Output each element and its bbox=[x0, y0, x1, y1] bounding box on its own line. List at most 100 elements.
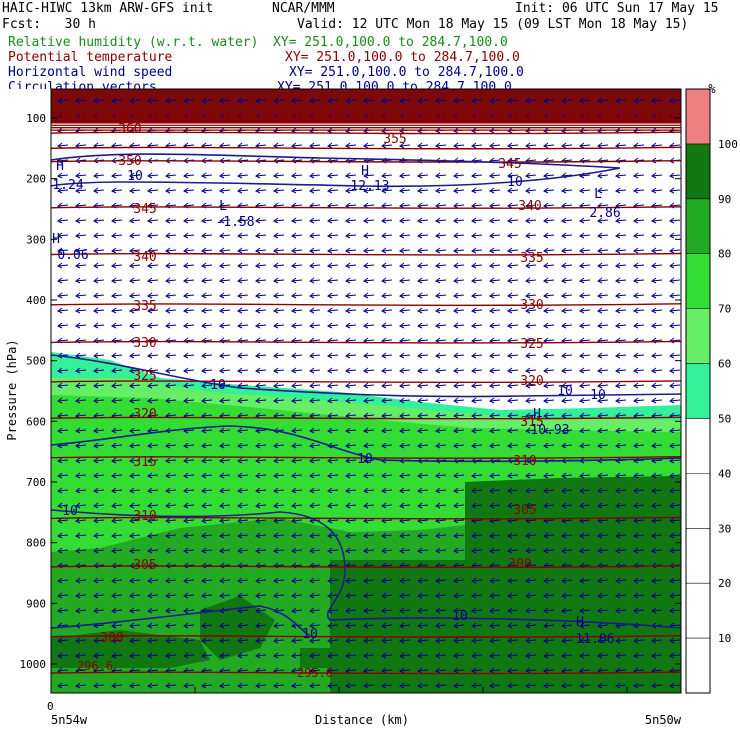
vector-shaft bbox=[219, 174, 231, 177]
wind-vector bbox=[255, 427, 267, 434]
vector-shaft bbox=[327, 294, 339, 297]
vector-head bbox=[471, 382, 477, 389]
wind-vector bbox=[471, 412, 483, 419]
wind-vector bbox=[417, 307, 429, 314]
vector-head bbox=[165, 322, 171, 329]
wind-vector bbox=[543, 97, 555, 104]
vector-head bbox=[417, 127, 423, 134]
colorbar-label: 100 bbox=[718, 138, 738, 151]
wind-vector bbox=[273, 217, 285, 224]
vector-shaft bbox=[525, 99, 537, 102]
vector-head bbox=[183, 472, 189, 479]
vector-shaft bbox=[669, 489, 681, 492]
wind-vector bbox=[219, 397, 231, 404]
vector-shaft bbox=[633, 324, 645, 327]
wind-vector bbox=[165, 292, 177, 299]
extremum-value: 12.13 bbox=[350, 179, 389, 194]
vector-head bbox=[417, 292, 423, 299]
wind-vector bbox=[399, 307, 411, 314]
wind-vector bbox=[165, 247, 177, 254]
wind-vector bbox=[669, 187, 681, 194]
vector-shaft bbox=[435, 204, 447, 207]
wind-vector bbox=[507, 487, 519, 494]
vector-head bbox=[345, 382, 351, 389]
vector-shaft bbox=[417, 489, 429, 492]
vector-shaft bbox=[615, 489, 627, 492]
vector-shaft bbox=[363, 174, 375, 177]
vector-head bbox=[507, 97, 513, 104]
vector-shaft bbox=[615, 99, 627, 102]
vector-shaft bbox=[183, 474, 195, 477]
wind-vector bbox=[327, 292, 339, 299]
vector-head bbox=[507, 277, 513, 284]
wind-label: 10 bbox=[210, 378, 226, 393]
vector-shaft bbox=[201, 294, 213, 297]
vector-head bbox=[129, 352, 135, 359]
vector-shaft bbox=[327, 489, 339, 492]
vector-head bbox=[219, 322, 225, 329]
vector-shaft bbox=[381, 174, 393, 177]
wind-vector bbox=[237, 262, 249, 269]
wind-vector bbox=[381, 217, 393, 224]
vector-shaft bbox=[651, 384, 663, 387]
vector-head bbox=[75, 382, 81, 389]
vector-shaft bbox=[633, 429, 645, 432]
wind-vector bbox=[291, 412, 303, 419]
wind-vector bbox=[489, 97, 501, 104]
theta-label: 310 bbox=[133, 509, 156, 524]
vector-head bbox=[561, 292, 567, 299]
wind-vector bbox=[489, 277, 501, 284]
vector-head bbox=[327, 397, 333, 404]
vector-head bbox=[111, 517, 117, 524]
vector-shaft bbox=[57, 444, 69, 447]
vector-head bbox=[435, 247, 441, 254]
vector-shaft bbox=[57, 324, 69, 327]
wind-vector bbox=[597, 262, 609, 269]
wind-vector bbox=[435, 202, 447, 209]
vector-head bbox=[453, 352, 459, 359]
vector-shaft bbox=[219, 204, 231, 207]
vector-shaft bbox=[165, 189, 177, 192]
vector-head bbox=[219, 427, 225, 434]
vector-head bbox=[435, 202, 441, 209]
vector-shaft bbox=[111, 489, 123, 492]
vector-shaft bbox=[399, 369, 411, 372]
vector-shaft bbox=[363, 159, 375, 162]
wind-vector bbox=[255, 487, 267, 494]
vector-shaft bbox=[381, 369, 393, 372]
vector-head bbox=[633, 232, 639, 239]
wind-vector bbox=[669, 397, 681, 404]
vector-shaft bbox=[615, 504, 627, 507]
vector-shaft bbox=[399, 384, 411, 387]
colorbar-segment bbox=[686, 89, 710, 144]
wind-vector bbox=[453, 442, 465, 449]
vector-shaft bbox=[597, 279, 609, 282]
wind-vector bbox=[327, 277, 339, 284]
wind-vector bbox=[435, 232, 447, 239]
vector-head bbox=[417, 472, 423, 479]
vector-shaft bbox=[525, 429, 537, 432]
vector-head bbox=[507, 232, 513, 239]
wind-vector bbox=[543, 277, 555, 284]
wind-vector bbox=[165, 397, 177, 404]
wind-vector bbox=[489, 427, 501, 434]
colorbar-segment bbox=[686, 363, 710, 419]
vector-shaft bbox=[579, 309, 591, 312]
wind-vector bbox=[651, 97, 663, 104]
wind-vector bbox=[507, 187, 519, 194]
wind-vector bbox=[525, 247, 537, 254]
vector-shaft bbox=[255, 174, 267, 177]
vector-shaft bbox=[111, 369, 123, 372]
wind-vector bbox=[381, 247, 393, 254]
vector-head bbox=[345, 352, 351, 359]
vector-head bbox=[291, 232, 297, 239]
vector-shaft bbox=[273, 459, 285, 462]
vector-head bbox=[597, 397, 603, 404]
wind-vector bbox=[435, 427, 447, 434]
vector-shaft bbox=[543, 324, 555, 327]
vector-shaft bbox=[291, 384, 303, 387]
vector-head bbox=[327, 382, 333, 389]
vector-head bbox=[669, 247, 675, 254]
vector-head bbox=[129, 292, 135, 299]
wind-vector bbox=[453, 352, 465, 359]
